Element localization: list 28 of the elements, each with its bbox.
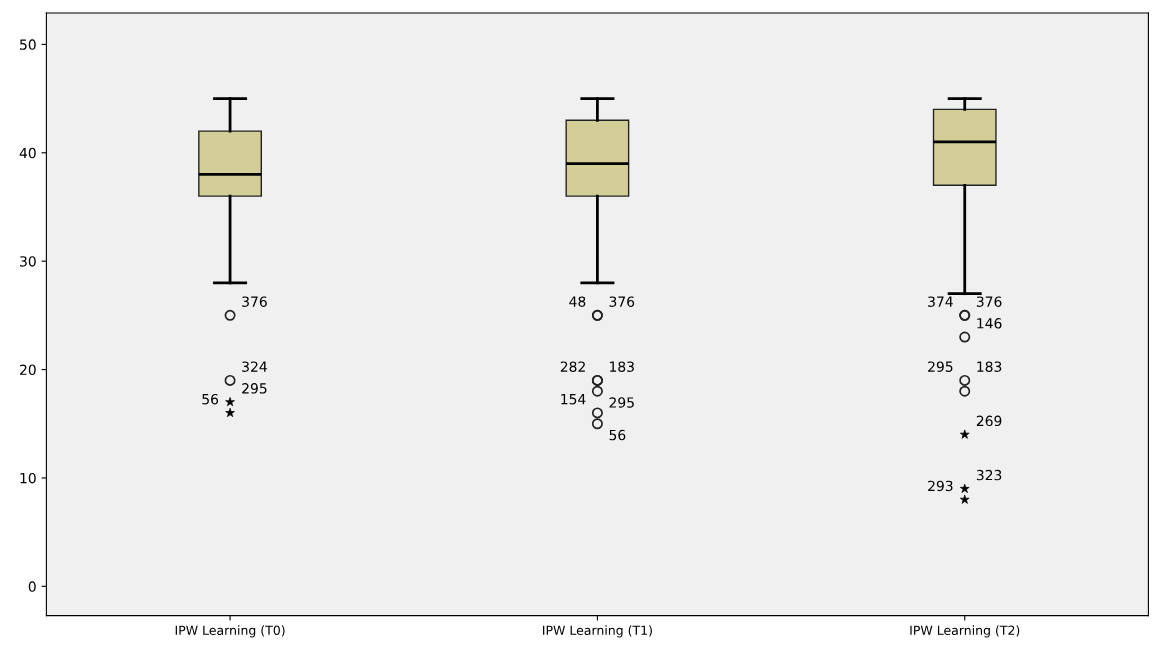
x-tick-label: IPW Learning (T2) [910,625,1020,638]
annotation: 146 [977,318,1002,329]
annotation: 374 [928,296,953,307]
x-tick-label: IPW Learning (T0) [175,625,285,638]
annotation: 48 [569,296,586,307]
annotation: 376 [242,296,267,307]
annotation: 295 [609,397,634,408]
y-tick-label: 20 [20,364,36,376]
annotation: 56 [609,429,626,441]
annotation: 376 [976,296,1002,307]
y-tick-label: 10 [20,472,36,484]
annotation: 295 [242,383,267,394]
y-tick-label: 0 [28,581,36,592]
annotation: 56 [202,393,219,405]
annotation: 183 [610,361,634,372]
y-tick-label: 40 [19,147,36,159]
annotation: 183 [977,361,1002,372]
annotation: 154 [561,394,586,405]
y-tick-label: 30 [20,256,36,267]
y-tick-label: 50 [20,39,36,50]
annotation: 376 [609,296,635,307]
x-tick-label: IPW Learning (T1) [543,625,652,638]
annotation: 293 [928,480,953,492]
annotation: 269 [976,415,1002,427]
annotation: 282 [560,361,585,372]
annotation: 295 [928,361,953,372]
annotation: 323 [976,469,1002,481]
annotation: 324 [242,361,267,372]
